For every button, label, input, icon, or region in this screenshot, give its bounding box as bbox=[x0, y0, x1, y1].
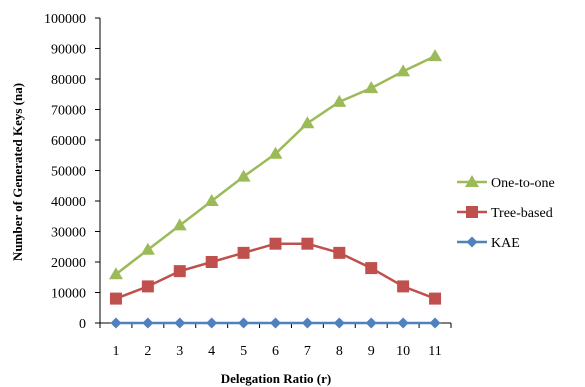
series-one-to-one bbox=[108, 49, 443, 280]
legend: One-to-one Tree-based KAE bbox=[457, 175, 555, 251]
x-tick-label: 4 bbox=[208, 344, 215, 359]
y-tick-label: 100000 bbox=[44, 12, 86, 27]
data-point-one-to-one bbox=[204, 194, 219, 206]
data-point-kae bbox=[270, 317, 281, 329]
data-point-one-to-one bbox=[396, 64, 411, 77]
x-tick-label: 11 bbox=[428, 344, 441, 359]
x-tick-label: 9 bbox=[368, 344, 375, 359]
data-point-one-to-one bbox=[268, 146, 283, 159]
legend-item-kae: KAE bbox=[457, 236, 520, 251]
legend-label-kae: KAE bbox=[491, 236, 520, 251]
legend-marker-tree-based bbox=[466, 206, 478, 218]
legend-item-tree-based: Tree-based bbox=[457, 206, 553, 221]
data-point-one-to-one bbox=[332, 94, 347, 107]
data-point-tree-based bbox=[141, 280, 154, 293]
x-tick-label: 5 bbox=[240, 344, 247, 359]
y-tick-label: 0 bbox=[79, 317, 86, 332]
data-point-kae bbox=[365, 317, 377, 329]
data-point-tree-based bbox=[333, 246, 346, 259]
data-point-tree-based bbox=[237, 246, 250, 259]
legend-item-one-to-one: One-to-one bbox=[457, 175, 555, 191]
y-tick-label: 60000 bbox=[51, 134, 86, 149]
x-tick-label: 7 bbox=[304, 344, 311, 359]
data-point-kae bbox=[301, 317, 313, 329]
series-kae bbox=[110, 317, 441, 329]
data-point-kae bbox=[110, 317, 122, 329]
data-point-kae bbox=[429, 317, 441, 329]
data-point-kae bbox=[206, 317, 218, 329]
data-point-tree-based bbox=[109, 292, 122, 305]
x-tick-label: 2 bbox=[144, 344, 151, 359]
y-axis-ticks: 0 10000 20000 30000 40000 50000 60000 70000 8000… bbox=[44, 12, 100, 332]
data-point-one-to-one bbox=[172, 218, 187, 231]
y-tick-label: 70000 bbox=[51, 104, 86, 119]
x-tick-label: 6 bbox=[272, 344, 279, 359]
data-point-one-to-one bbox=[300, 116, 315, 129]
data-point-tree-based bbox=[205, 256, 218, 268]
data-point-kae bbox=[333, 317, 345, 329]
y-tick-label: 20000 bbox=[51, 256, 86, 271]
x-axis-ticks: 1 2 3 4 5 6 7 8 9 10 11 bbox=[99, 323, 452, 359]
legend-marker-one-to-one bbox=[465, 175, 479, 187]
data-point-one-to-one bbox=[236, 169, 251, 182]
series-line-tree-based bbox=[115, 242, 436, 300]
data-point-one-to-one bbox=[108, 267, 123, 280]
legend-label-tree-based: Tree-based bbox=[491, 206, 553, 221]
data-point-one-to-one bbox=[428, 49, 443, 62]
data-point-one-to-one bbox=[140, 242, 155, 255]
plot-series bbox=[108, 49, 443, 329]
y-tick-label: 30000 bbox=[51, 226, 86, 241]
data-point-tree-based bbox=[365, 262, 378, 275]
series-tree-based bbox=[109, 237, 442, 305]
data-point-kae bbox=[174, 317, 186, 329]
x-tick-label: 10 bbox=[396, 344, 410, 359]
data-point-kae bbox=[397, 317, 409, 329]
y-tick-label: 80000 bbox=[51, 73, 86, 88]
data-point-tree-based bbox=[269, 237, 282, 250]
y-tick-label: 40000 bbox=[51, 195, 86, 210]
y-tick-label: 90000 bbox=[51, 43, 86, 58]
legend-marker-kae bbox=[466, 236, 478, 248]
data-point-tree-based bbox=[397, 280, 410, 293]
x-axis-title: Delegation Ratio (r) bbox=[221, 371, 331, 386]
data-point-tree-based bbox=[173, 265, 186, 278]
data-point-kae bbox=[142, 317, 154, 329]
legend-label-one-to-one: One-to-one bbox=[491, 176, 555, 191]
x-tick-label: 1 bbox=[112, 344, 119, 359]
x-tick-label: 8 bbox=[336, 344, 343, 359]
y-tick-label: 10000 bbox=[51, 287, 86, 302]
data-point-tree-based bbox=[429, 292, 442, 305]
x-tick-label: 3 bbox=[176, 344, 183, 359]
y-tick-label: 50000 bbox=[51, 165, 86, 180]
y-axis-title: Number of Generated Keys (na) bbox=[10, 83, 25, 261]
data-point-tree-based bbox=[301, 237, 314, 250]
data-point-one-to-one bbox=[364, 81, 379, 94]
data-point-kae bbox=[238, 317, 250, 329]
